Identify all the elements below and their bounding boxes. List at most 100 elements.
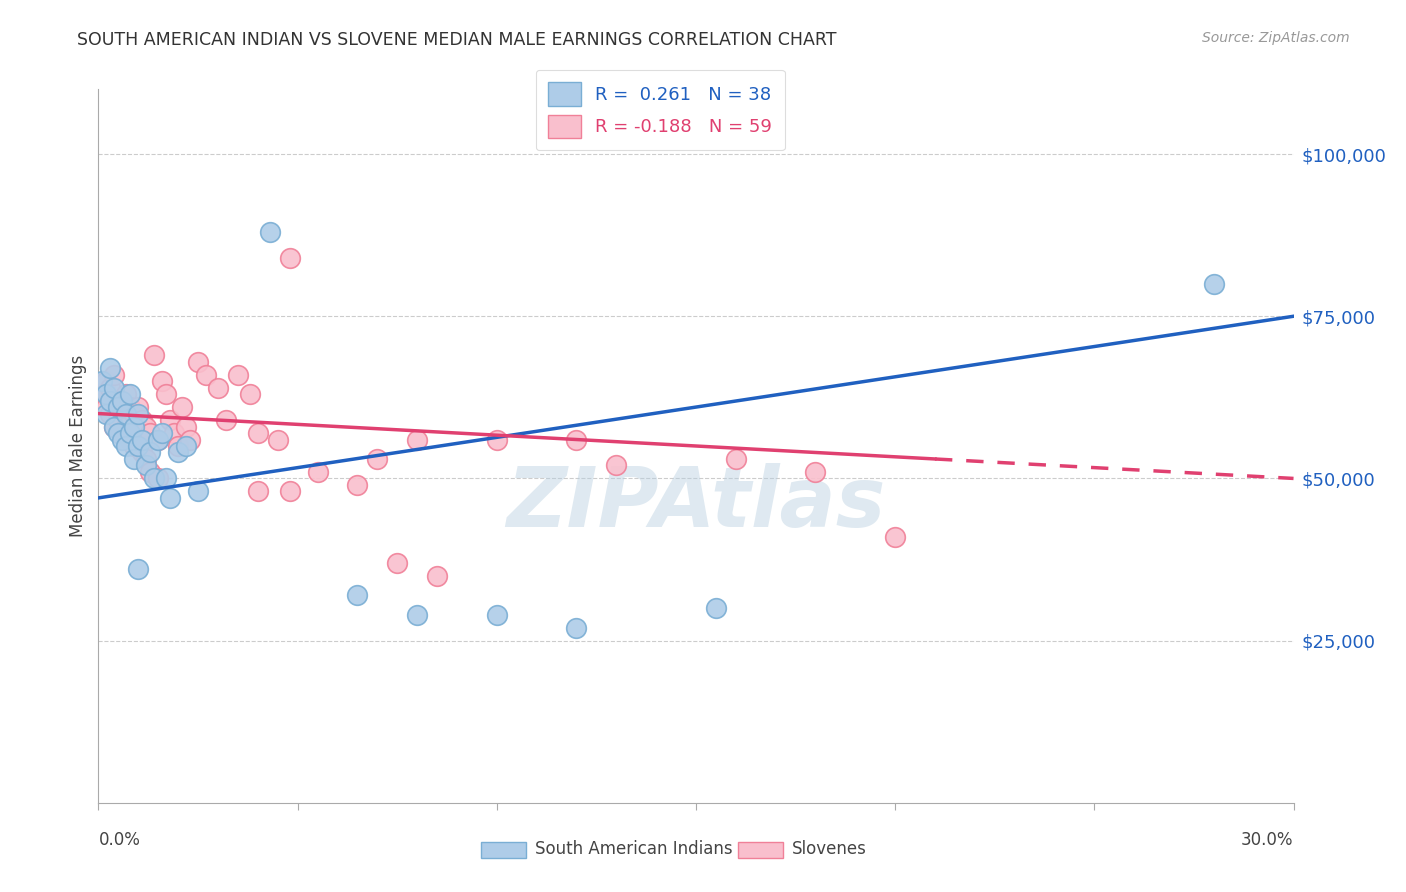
Point [346, 588, 368, 602]
Point [120, 433, 142, 447]
Point [124, 439, 146, 453]
Point [124, 452, 146, 467]
Point [107, 425, 129, 440]
Text: ZIPAtlas: ZIPAtlas [506, 463, 886, 543]
Point [124, 407, 146, 421]
Point [115, 387, 138, 401]
Point [174, 419, 197, 434]
Point [565, 433, 588, 447]
Point [278, 251, 301, 265]
Point [103, 381, 125, 395]
Point [135, 452, 157, 467]
Point [111, 400, 134, 414]
Point [159, 491, 181, 505]
Text: South American Indians: South American Indians [534, 840, 733, 858]
Point [406, 433, 429, 447]
Point [103, 419, 125, 434]
Point [267, 433, 290, 447]
Point [103, 419, 125, 434]
Point [124, 419, 146, 434]
Point [115, 419, 138, 434]
Point [107, 400, 129, 414]
Point [96, 400, 118, 414]
Point [195, 368, 218, 382]
Point [207, 381, 229, 395]
Point [565, 621, 588, 635]
Text: Slovenes: Slovenes [792, 840, 866, 858]
Point [127, 439, 149, 453]
Point [724, 452, 747, 467]
Point [163, 425, 186, 440]
Point [127, 562, 149, 576]
Point [278, 484, 301, 499]
Text: SOUTH AMERICAN INDIAN VS SLOVENE MEDIAN MALE EARNINGS CORRELATION CHART: SOUTH AMERICAN INDIAN VS SLOVENE MEDIAN … [77, 31, 837, 49]
Point [187, 484, 209, 499]
Point [704, 601, 727, 615]
Point [159, 413, 181, 427]
Point [139, 445, 162, 459]
Point [131, 413, 153, 427]
Point [111, 433, 134, 447]
Point [127, 425, 149, 440]
Point [139, 425, 162, 440]
FancyBboxPatch shape [481, 842, 526, 858]
Point [167, 445, 190, 459]
Point [307, 465, 329, 479]
Point [804, 465, 827, 479]
FancyBboxPatch shape [738, 842, 783, 858]
Point [96, 407, 118, 421]
Point [150, 425, 173, 440]
Point [148, 471, 170, 485]
Point [115, 439, 138, 453]
Point [884, 530, 907, 544]
Point [98, 407, 122, 421]
Point [346, 478, 368, 492]
Point [259, 225, 281, 239]
Point [155, 471, 177, 485]
Point [91, 387, 114, 401]
Point [385, 556, 409, 570]
Point [98, 393, 122, 408]
Point [187, 354, 209, 368]
Point [406, 607, 429, 622]
Point [91, 374, 114, 388]
Point [131, 433, 153, 447]
Text: Source: ZipAtlas.com: Source: ZipAtlas.com [1202, 31, 1350, 45]
Point [120, 425, 142, 440]
Point [131, 445, 153, 459]
Point [139, 465, 162, 479]
Point [1202, 277, 1225, 291]
Point [155, 387, 177, 401]
Point [127, 407, 149, 421]
Point [226, 368, 249, 382]
Point [120, 387, 142, 401]
Point [96, 374, 118, 388]
Point [605, 458, 627, 473]
Point [246, 484, 269, 499]
Point [135, 458, 157, 473]
Point [107, 413, 129, 427]
Point [98, 381, 122, 395]
Point [239, 387, 262, 401]
Point [150, 374, 173, 388]
Point [96, 387, 118, 401]
Legend: R =  0.261   N = 38, R = -0.188   N = 59: R = 0.261 N = 38, R = -0.188 N = 59 [536, 70, 785, 151]
Point [120, 400, 142, 414]
Point [172, 400, 194, 414]
Point [111, 425, 134, 440]
Text: 30.0%: 30.0% [1241, 831, 1294, 849]
Point [366, 452, 388, 467]
Text: 0.0%: 0.0% [98, 831, 141, 849]
Point [127, 400, 149, 414]
Point [115, 407, 138, 421]
Point [143, 348, 166, 362]
Point [135, 419, 157, 434]
Point [167, 439, 190, 453]
Point [98, 361, 122, 376]
Y-axis label: Median Male Earnings: Median Male Earnings [69, 355, 87, 537]
Point [485, 607, 508, 622]
Point [426, 568, 449, 582]
Point [148, 433, 170, 447]
Point [103, 368, 125, 382]
Point [174, 439, 197, 453]
